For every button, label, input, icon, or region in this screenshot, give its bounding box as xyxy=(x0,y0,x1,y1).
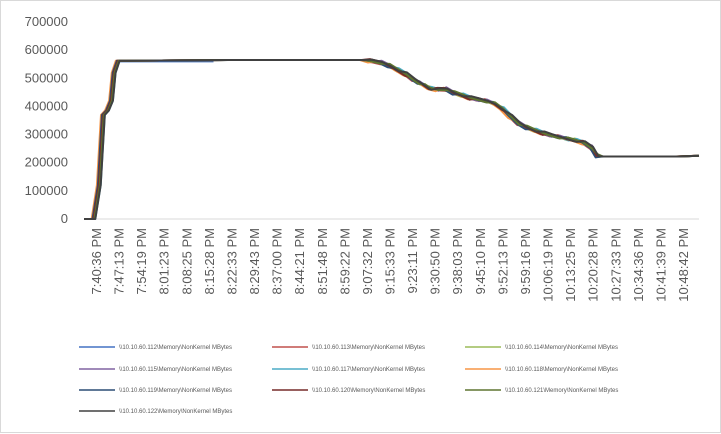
legend-entry: \\10.10.60.121\Memory\NonKernel MBytes xyxy=(505,388,618,394)
series-line xyxy=(84,59,699,220)
series-line xyxy=(84,58,700,220)
x-tick-label: 7:40:36 PM xyxy=(89,228,104,295)
legend-entry: \\10.10.60.114\Memory\NonKernel MBytes xyxy=(505,345,618,351)
x-tick-label: 9:45:10 PM xyxy=(473,228,488,295)
series-line xyxy=(84,58,700,220)
x-tick-label: 8:51:48 PM xyxy=(315,228,330,295)
legend: \\10.10.60.112\Memory\NonKernel MBytes \\… xyxy=(79,345,618,415)
x-axis-ticks: 7:40:36 PM 7:47:13 PM 7:54:19 PM 8:01:23 PM… xyxy=(89,228,691,302)
series-line xyxy=(84,59,698,220)
x-tick-label: 9:23:11 PM xyxy=(405,228,420,294)
legend-entry: \\10.10.60.119\Memory\NonKernel MBytes xyxy=(119,388,232,394)
x-tick-label: 8:08:25 PM xyxy=(179,228,194,295)
x-tick-label: 8:01:23 PM xyxy=(157,228,172,295)
x-tick-label: 8:37:00 PM xyxy=(270,228,285,295)
x-tick-label: 10:48:42 PM xyxy=(676,228,691,302)
x-tick-label: 10:13:25 PM xyxy=(563,228,578,302)
series-lines xyxy=(84,58,700,220)
x-tick-label: 9:38:03 PM xyxy=(450,228,465,295)
x-tick-label: 8:59:22 PM xyxy=(337,228,352,295)
x-tick-label: 9:30:50 PM xyxy=(428,228,443,295)
y-axis-ticks: 0 100000 200000 300000 400000 500000 600000 700… xyxy=(25,14,68,226)
x-tick-label: 10:06:19 PM xyxy=(541,228,556,302)
y-tick-label: 0 xyxy=(61,211,68,226)
x-tick-label: 10:41:39 PM xyxy=(653,228,668,302)
x-tick-label: 7:54:19 PM xyxy=(134,228,149,295)
x-tick-label: 9:52:13 PM xyxy=(495,228,510,295)
x-tick-label: 8:15:28 PM xyxy=(202,228,217,295)
legend-entry: \\10.10.60.120\Memory\NonKernel MBytes xyxy=(312,388,425,394)
legend-entry: \\10.10.60.122\Memory\NonKernel MBytes xyxy=(119,409,232,415)
series-line xyxy=(84,59,700,220)
y-tick-label: 500000 xyxy=(25,70,68,85)
legend-entry: \\10.10.60.115\Memory\NonKernel MBytes xyxy=(119,367,232,373)
series-line xyxy=(84,59,700,220)
series-line xyxy=(84,59,699,220)
legend-entry: \\10.10.60.117\Memory\NonKernel MBytes xyxy=(312,367,425,373)
y-tick-label: 100000 xyxy=(25,183,68,198)
x-tick-label: 8:44:21 PM xyxy=(292,228,307,295)
y-tick-label: 700000 xyxy=(25,14,68,29)
x-tick-label: 8:29:43 PM xyxy=(247,228,262,295)
y-tick-label: 400000 xyxy=(25,98,68,113)
x-tick-label: 10:34:36 PM xyxy=(631,228,646,302)
series-line xyxy=(84,59,700,220)
legend-entry: \\10.10.60.118\Memory\NonKernel MBytes xyxy=(505,367,618,373)
x-tick-label: 9:15:33 PM xyxy=(383,228,398,295)
y-tick-label: 300000 xyxy=(25,127,68,142)
y-tick-label: 600000 xyxy=(25,42,68,57)
x-tick-label: 7:47:13 PM xyxy=(112,228,127,295)
series-line xyxy=(84,59,700,220)
y-tick-label: 200000 xyxy=(25,155,68,170)
legend-entry: \\10.10.60.112\Memory\NonKernel MBytes xyxy=(119,345,232,351)
legend-entry: \\10.10.60.113\Memory\NonKernel MBytes xyxy=(312,345,425,351)
x-tick-label: 9:07:32 PM xyxy=(360,228,375,295)
x-tick-label: 10:27:33 PM xyxy=(608,228,623,302)
x-tick-label: 9:59:16 PM xyxy=(518,228,533,295)
x-tick-label: 10:20:28 PM xyxy=(586,228,601,302)
x-tick-label: 8:22:33 PM xyxy=(224,228,239,295)
